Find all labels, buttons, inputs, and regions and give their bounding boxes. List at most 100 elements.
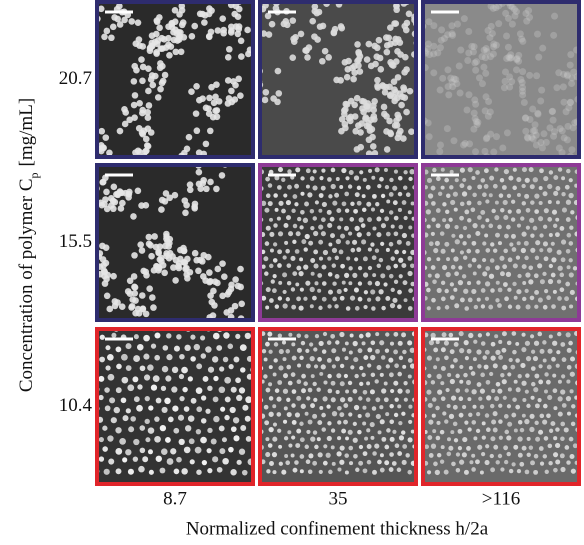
particle: [450, 295, 455, 300]
particle: [365, 332, 370, 337]
particle: [344, 226, 349, 231]
particle: [385, 296, 390, 301]
particle: [372, 406, 377, 411]
particle: [398, 421, 402, 425]
micrograph: [90, 322, 264, 486]
particle: [454, 438, 458, 442]
micrograph: [245, 0, 428, 174]
particle: [269, 365, 273, 369]
particle: [498, 340, 502, 344]
particle: [298, 31, 305, 38]
particle: [456, 468, 460, 472]
particle: [192, 250, 199, 257]
particle: [561, 176, 565, 180]
particle: [376, 232, 381, 237]
particle: [435, 241, 440, 246]
particle: [513, 66, 520, 73]
particle: [308, 453, 313, 458]
particle: [140, 448, 146, 454]
particle: [534, 374, 539, 379]
particle: [300, 176, 304, 180]
particle: [514, 428, 518, 432]
particle: [332, 297, 337, 302]
particle: [463, 226, 467, 230]
particle: [546, 413, 551, 418]
particle: [565, 104, 572, 111]
particle: [342, 59, 349, 66]
particle: [522, 10, 529, 17]
particle: [233, 357, 239, 363]
particle: [196, 169, 203, 176]
particle: [538, 87, 545, 94]
particle: [137, 344, 144, 351]
particle: [394, 231, 399, 236]
particle: [431, 333, 436, 338]
particle: [473, 357, 477, 361]
particle: [366, 428, 370, 432]
particle: [207, 468, 212, 473]
particle: [104, 28, 111, 35]
particle: [122, 377, 129, 384]
particle: [450, 364, 454, 368]
particle: [266, 388, 271, 393]
particle: [493, 445, 498, 450]
particle: [394, 170, 398, 174]
particle: [356, 247, 361, 252]
particle: [513, 263, 518, 268]
particle: [315, 334, 319, 338]
particle: [146, 102, 153, 109]
particle: [557, 279, 561, 283]
particle: [384, 382, 388, 386]
particle: [269, 427, 274, 432]
particle: [500, 208, 504, 212]
particle: [306, 185, 310, 189]
particle: [553, 388, 558, 393]
particle: [371, 43, 378, 50]
particle: [134, 396, 140, 402]
particle: [508, 257, 513, 262]
particle: [345, 240, 349, 244]
particle: [435, 273, 440, 278]
particle: [107, 354, 114, 361]
particle: [281, 470, 286, 475]
particle: [556, 350, 560, 354]
particle: [273, 223, 277, 227]
particle: [531, 396, 535, 400]
particle: [549, 264, 553, 268]
particle: [211, 302, 218, 309]
particle: [264, 271, 269, 276]
particle: [111, 14, 118, 21]
particle: [213, 333, 220, 340]
particle: [246, 436, 252, 442]
particle: [456, 63, 463, 70]
particle: [313, 398, 317, 402]
particle: [111, 417, 117, 423]
particle: [562, 208, 567, 213]
particle: [507, 452, 511, 456]
particle: [340, 264, 345, 269]
particle: [394, 112, 401, 119]
particle: [475, 249, 480, 254]
particle: [279, 349, 284, 354]
particle: [348, 266, 352, 270]
particle: [480, 405, 484, 409]
particle: [353, 422, 357, 426]
particle: [466, 380, 471, 385]
particle: [477, 382, 482, 387]
particle: [196, 429, 201, 434]
particle: [516, 255, 520, 259]
particle: [403, 381, 407, 385]
particle: [179, 374, 184, 379]
particle: [506, 225, 511, 230]
particle: [184, 345, 190, 351]
particle: [108, 459, 114, 465]
particle: [236, 395, 242, 401]
particle: [354, 175, 359, 180]
particle: [408, 256, 413, 261]
particle: [465, 28, 472, 35]
particle: [269, 232, 274, 237]
particle: [165, 41, 172, 48]
particle: [418, 289, 422, 293]
particle: [518, 420, 522, 424]
particle: [340, 445, 345, 450]
